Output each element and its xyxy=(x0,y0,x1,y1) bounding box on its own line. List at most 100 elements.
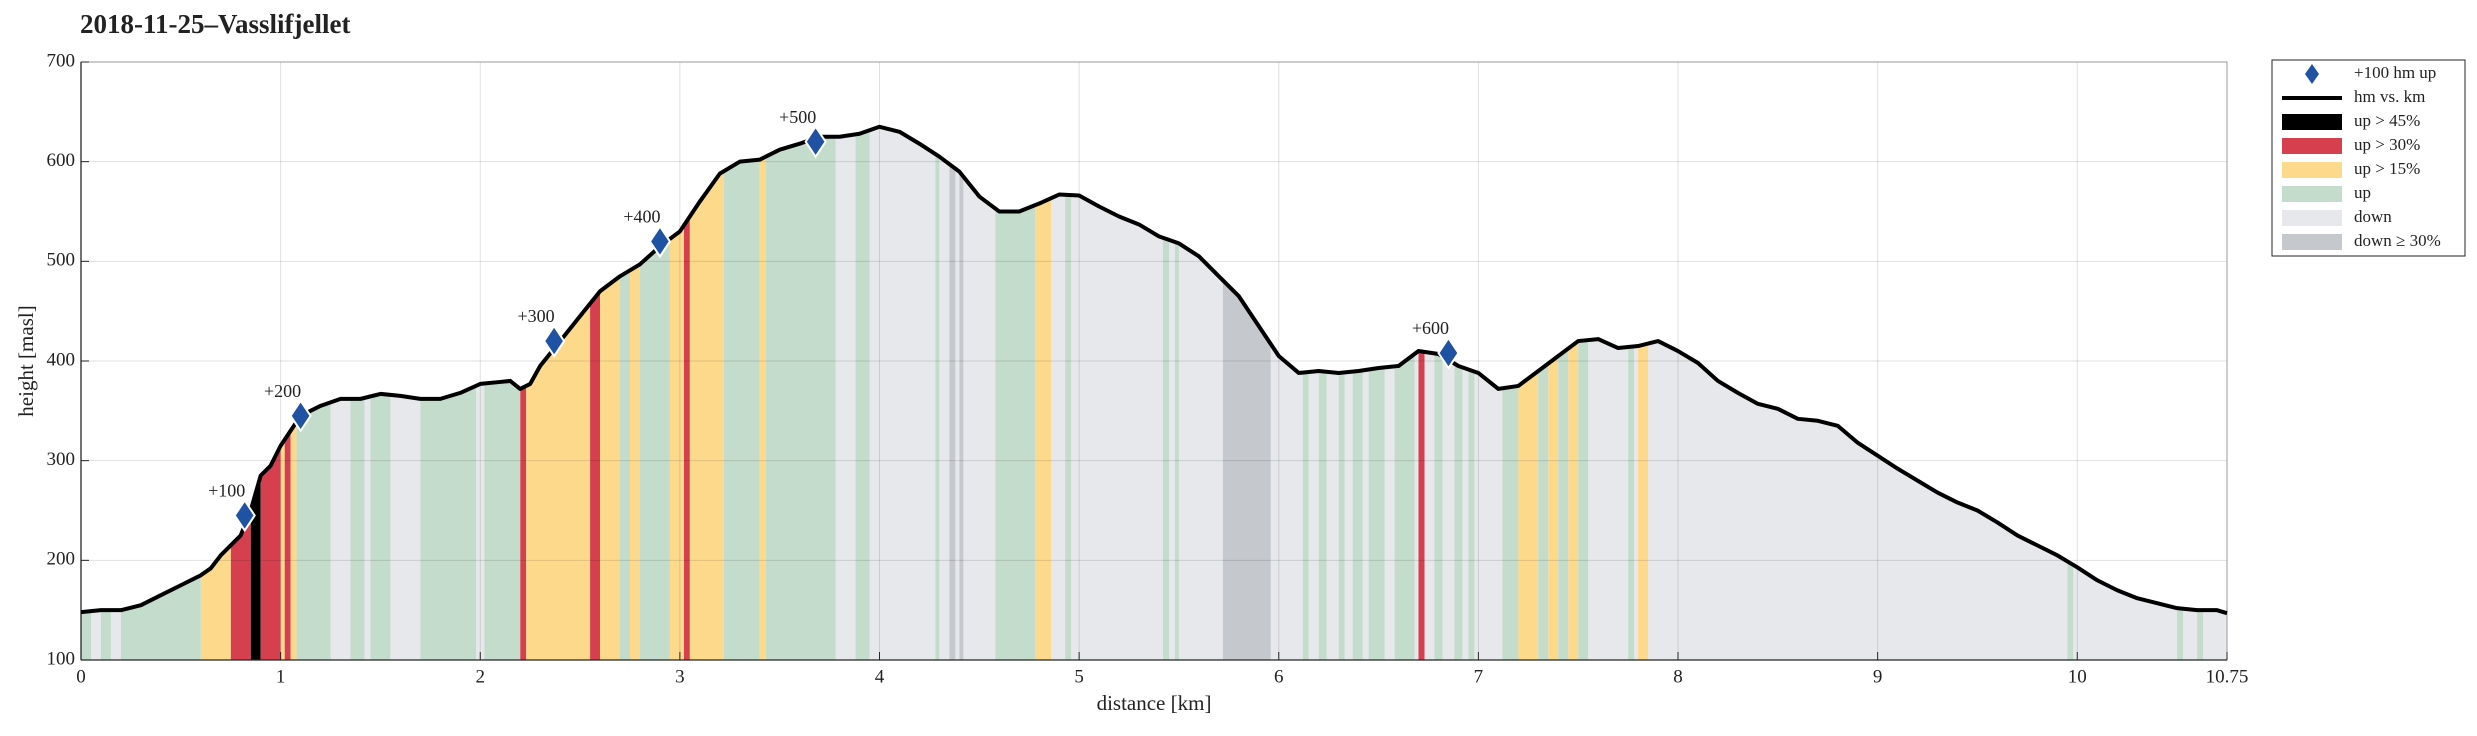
x-tick-label: 8 xyxy=(1673,666,1683,687)
legend-marker xyxy=(2305,64,2319,84)
slope-band xyxy=(1462,126,1469,660)
slope-band xyxy=(1578,126,1589,660)
slope-band xyxy=(520,126,527,660)
slope-band xyxy=(1344,126,1353,660)
legend-patch xyxy=(2282,114,2342,130)
slope-band xyxy=(963,126,996,660)
x-tick-label: 6 xyxy=(1274,666,1284,687)
slope-band xyxy=(1634,126,1639,660)
slope-band xyxy=(629,126,640,660)
marker-label: +400 xyxy=(623,207,660,227)
hm-marker xyxy=(1437,336,1460,370)
x-tick-label: 10.75 xyxy=(2206,666,2249,687)
hm-marker xyxy=(542,324,566,358)
slope-band xyxy=(835,126,856,660)
slope-band xyxy=(1174,126,1179,660)
slope-band xyxy=(995,126,1036,660)
slope-band xyxy=(1434,126,1443,660)
marker-label: +200 xyxy=(264,381,301,401)
slope-band xyxy=(1548,126,1559,660)
x-tick-label: 3 xyxy=(675,666,685,687)
x-tick-label: 7 xyxy=(1474,666,1484,687)
y-tick-label: 100 xyxy=(47,648,76,669)
x-axis-label: distance [km] xyxy=(1097,691,1212,715)
x-tick-label: 9 xyxy=(1873,666,1883,687)
x-tick-label: 10 xyxy=(2068,666,2087,687)
slope-band xyxy=(1352,126,1363,660)
x-tick-label: 5 xyxy=(1074,666,1084,687)
x-tick-label: 0 xyxy=(76,666,86,687)
marker-label: +100 xyxy=(208,481,245,501)
x-tick-label: 1 xyxy=(276,666,286,687)
slope-band xyxy=(759,126,766,660)
slope-band xyxy=(590,126,601,660)
slope-band xyxy=(669,126,684,660)
slope-band xyxy=(1384,126,1395,660)
y-tick-label: 700 xyxy=(47,50,76,71)
marker-label: +600 xyxy=(1412,318,1449,338)
slope-band xyxy=(689,126,724,660)
slope-band xyxy=(723,126,760,660)
slope-band xyxy=(955,126,960,660)
legend-patch xyxy=(2282,138,2342,154)
slope-band xyxy=(959,126,964,660)
slope-band xyxy=(1568,126,1579,660)
slope-band xyxy=(1638,126,1649,660)
slope-band xyxy=(1065,126,1072,660)
x-tick-label: 2 xyxy=(476,666,486,687)
hm-marker xyxy=(289,399,312,433)
hm-marker xyxy=(233,498,256,533)
slope-band xyxy=(1168,126,1175,660)
slope-band xyxy=(1318,126,1327,660)
slope-band xyxy=(939,126,950,660)
slope-band xyxy=(619,126,630,660)
x-tick-label: 4 xyxy=(875,666,885,687)
legend-label: up xyxy=(2354,183,2371,202)
slope-band xyxy=(1414,126,1419,660)
slope-band xyxy=(1442,126,1455,660)
legend-label: up > 45% xyxy=(2354,111,2420,130)
legend-patch xyxy=(2282,162,2342,178)
slope-band xyxy=(855,126,870,660)
slope-band xyxy=(683,126,690,660)
slope-band xyxy=(1418,126,1425,660)
slope-band xyxy=(1468,126,1475,660)
legend-label: up > 15% xyxy=(2354,159,2420,178)
slope-band xyxy=(1308,126,1319,660)
slope-band xyxy=(1338,126,1345,660)
chart-title: 2018-11-25–Vasslifjellet xyxy=(80,9,350,39)
marker-label: +500 xyxy=(779,107,816,127)
legend-patch xyxy=(2282,234,2342,250)
legend-patch xyxy=(2282,210,2342,226)
hm-marker xyxy=(648,224,672,259)
slope-band xyxy=(1162,126,1169,660)
legend-label: +100 hm up xyxy=(2354,63,2436,82)
y-tick-label: 200 xyxy=(47,549,76,570)
slope-band xyxy=(1424,126,1435,660)
profile-line xyxy=(80,124,2228,616)
y-axis-label: height [masl] xyxy=(14,305,38,416)
y-tick-label: 500 xyxy=(47,250,76,271)
legend-label: down ≥ 30% xyxy=(2354,231,2441,250)
legend-label: down xyxy=(2354,207,2392,226)
slope-band xyxy=(949,126,956,660)
slope-band xyxy=(1051,126,1066,660)
slope-band xyxy=(1326,126,1339,660)
legend-patch xyxy=(2282,186,2342,202)
legend-label: hm vs. km xyxy=(2354,87,2425,106)
slope-band xyxy=(765,126,836,660)
y-tick-label: 300 xyxy=(47,449,76,470)
legend: +100 hm up hm vs. km up > 45% up > 30% up > … xyxy=(2271,59,2466,257)
y-tick-label: 600 xyxy=(47,150,76,171)
slope-band xyxy=(1035,126,1052,660)
slope-band xyxy=(1362,126,1369,660)
marker-label: +300 xyxy=(518,306,555,326)
slope-band xyxy=(1558,126,1569,660)
slope-band xyxy=(935,126,940,660)
slope-band xyxy=(1628,126,1635,660)
hm-marker xyxy=(804,124,827,159)
slope-band xyxy=(1302,126,1309,660)
slope-band xyxy=(1454,126,1463,660)
y-tick-label: 400 xyxy=(47,349,76,370)
